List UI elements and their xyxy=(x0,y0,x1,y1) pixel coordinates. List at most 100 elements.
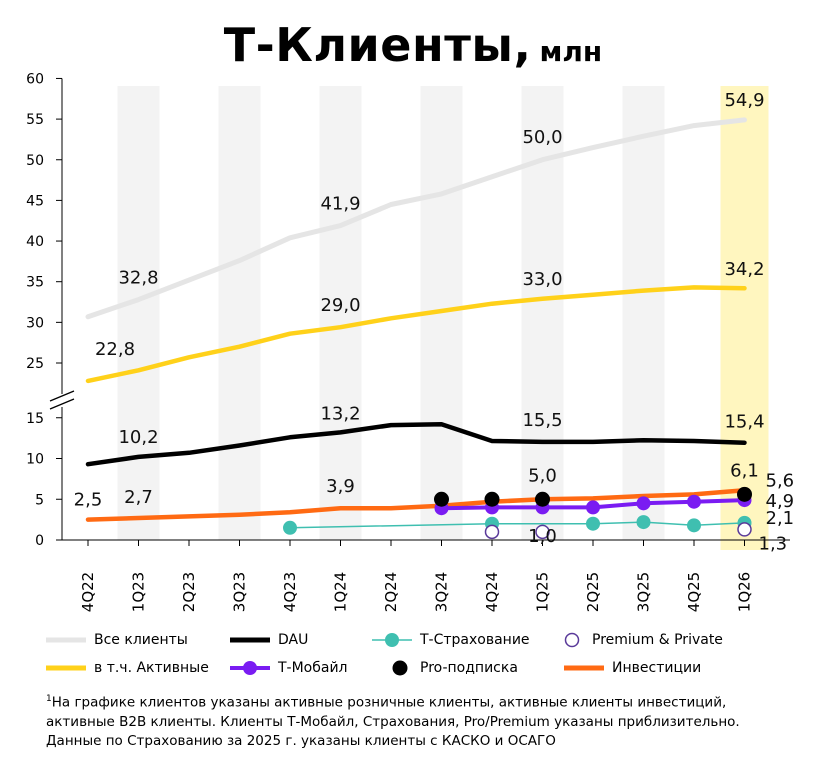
y-tick-label: 45 xyxy=(26,193,44,209)
legend-item-invest: Инвестиции xyxy=(564,658,701,678)
column-stripe xyxy=(117,86,160,540)
legend-swatch-active xyxy=(46,665,86,671)
legend-label-dau: DAU xyxy=(278,632,309,648)
data-label-invest: 3,9 xyxy=(326,476,355,497)
pro-point xyxy=(737,486,752,502)
data-label-premium: 1,3 xyxy=(759,533,788,554)
footnote-marker: 1 xyxy=(46,694,52,704)
data-label-mobile: 4,9 xyxy=(766,491,795,512)
data-label-all_clients: 41,9 xyxy=(320,194,360,215)
chart-title-main: Т-Клиенты, xyxy=(223,18,532,72)
legend-swatch-premium xyxy=(564,632,580,648)
mobile-point xyxy=(586,500,600,515)
x-tick-label: 3Q24 xyxy=(433,572,451,612)
all_clients-series-line xyxy=(85,117,747,320)
x-tick-label: 1Q23 xyxy=(130,572,148,612)
column-stripe xyxy=(218,86,261,540)
legend-swatch-dau xyxy=(230,637,270,643)
y-tick-label: 50 xyxy=(26,153,44,169)
legend-swatch-mobile xyxy=(230,661,270,675)
y-tick-label: 30 xyxy=(26,315,44,331)
chart-title-unit: млн xyxy=(539,35,603,68)
column-stripe xyxy=(622,86,665,540)
data-label-invest: 2,7 xyxy=(124,487,153,508)
column-stripe xyxy=(319,86,362,540)
x-tick-label: 4Q23 xyxy=(281,572,299,612)
legend-swatch-invest xyxy=(564,665,604,671)
chart-title: Т-Клиенты, млн xyxy=(0,18,826,72)
insurance-point xyxy=(687,518,701,533)
data-label-invest: 6,1 xyxy=(730,460,759,481)
y-tick-label: 55 xyxy=(26,112,44,128)
data-label-dau: 15,4 xyxy=(724,412,764,433)
legend-item-pro: Pro-подписка xyxy=(392,658,518,678)
legend-swatch-all-clients xyxy=(46,637,86,643)
legend-label-pro: Pro-подписка xyxy=(420,660,518,676)
y-tick-label: 0 xyxy=(35,533,44,549)
footnote-line-1: 1На графике клиентов указаны активные ро… xyxy=(46,690,816,713)
pro-point xyxy=(484,491,500,507)
legend-item-active: в т.ч. Активные xyxy=(46,658,209,678)
legend-swatch-pro xyxy=(392,660,408,676)
y-tick-label: 5 xyxy=(35,492,44,508)
x-tick-label: 4Q25 xyxy=(685,572,703,612)
data-label-active: 34,2 xyxy=(724,259,764,280)
data-label-all_clients: 50,0 xyxy=(522,127,562,148)
x-tick-label: 4Q24 xyxy=(483,572,501,612)
legend-label-invest: Инвестиции xyxy=(612,660,702,676)
data-label-all_clients: 54,9 xyxy=(724,90,764,111)
premium-point xyxy=(484,524,500,540)
legend-label-insurance: Т-Страхование xyxy=(420,632,530,648)
premium-point xyxy=(535,524,550,540)
data-label-dau: 13,2 xyxy=(320,403,360,424)
legend-label-premium: Premium & Private xyxy=(592,632,723,648)
x-tick-label: 2Q25 xyxy=(584,572,602,612)
data-label-premium: 1,0 xyxy=(528,526,557,547)
y-tick-label: 40 xyxy=(26,234,44,250)
y-tick-label: 25 xyxy=(26,356,44,372)
x-tick-label: 4Q22 xyxy=(79,572,97,612)
y-tick-label: 10 xyxy=(26,452,44,468)
x-tick-label: 1Q25 xyxy=(534,572,552,612)
x-tick-label: 2Q23 xyxy=(180,572,198,612)
y-tick-label: 35 xyxy=(26,275,44,291)
legend-item-all-clients: Все клиенты xyxy=(46,630,188,650)
data-label-invest: 2,5 xyxy=(74,490,103,511)
data-label-dau: 15,5 xyxy=(522,410,562,431)
active-series-line xyxy=(85,285,747,384)
data-label-pro: 5,6 xyxy=(766,470,795,491)
legend-label-all-clients: Все клиенты xyxy=(94,632,188,648)
legend: Все клиенты DAU Т-Страхование Premium & … xyxy=(46,630,806,684)
axis-break-mark xyxy=(49,390,75,402)
data-label-all_clients: 32,8 xyxy=(118,268,158,289)
footnote-line-3: Данные по Страхованию за 2025 г. указаны… xyxy=(46,732,556,749)
data-label-active: 33,0 xyxy=(522,269,562,290)
insurance-series-line xyxy=(289,521,746,529)
dau-series-line xyxy=(85,422,747,467)
legend-item-mobile: Т-Мобайл xyxy=(230,658,348,678)
y-tick-label: 15 xyxy=(26,411,44,427)
legend-label-active: в т.ч. Активные xyxy=(94,660,209,676)
pro-point xyxy=(434,491,449,507)
insurance-point xyxy=(283,520,297,535)
x-tick-label: 3Q23 xyxy=(231,572,249,612)
axis-break-mark xyxy=(49,398,75,410)
x-tick-label: 3Q25 xyxy=(635,572,653,612)
insurance-point xyxy=(586,516,600,531)
mobile-point xyxy=(636,496,651,511)
legend-item-dau: DAU xyxy=(230,630,308,650)
insurance-point xyxy=(636,515,651,530)
highlight-column xyxy=(720,86,769,550)
data-label-active: 22,8 xyxy=(95,339,135,360)
legend-item-premium: Premium & Private xyxy=(564,630,723,650)
footnote-line-1-text: На графике клиентов указаны активные роз… xyxy=(51,694,727,711)
data-label-dau: 10,2 xyxy=(118,427,158,448)
x-tick-label: 2Q24 xyxy=(382,572,400,612)
x-tick-label: 1Q26 xyxy=(736,572,754,612)
data-label-insurance: 2,1 xyxy=(766,508,795,529)
pro-point xyxy=(535,491,550,507)
legend-swatch-insurance xyxy=(372,633,412,647)
footnote-line-2: активные B2B клиенты. Клиенты Т-Мобайл, … xyxy=(46,713,740,730)
y-tick-label: 60 xyxy=(26,71,44,87)
legend-item-insurance: Т-Страхование xyxy=(372,630,530,650)
